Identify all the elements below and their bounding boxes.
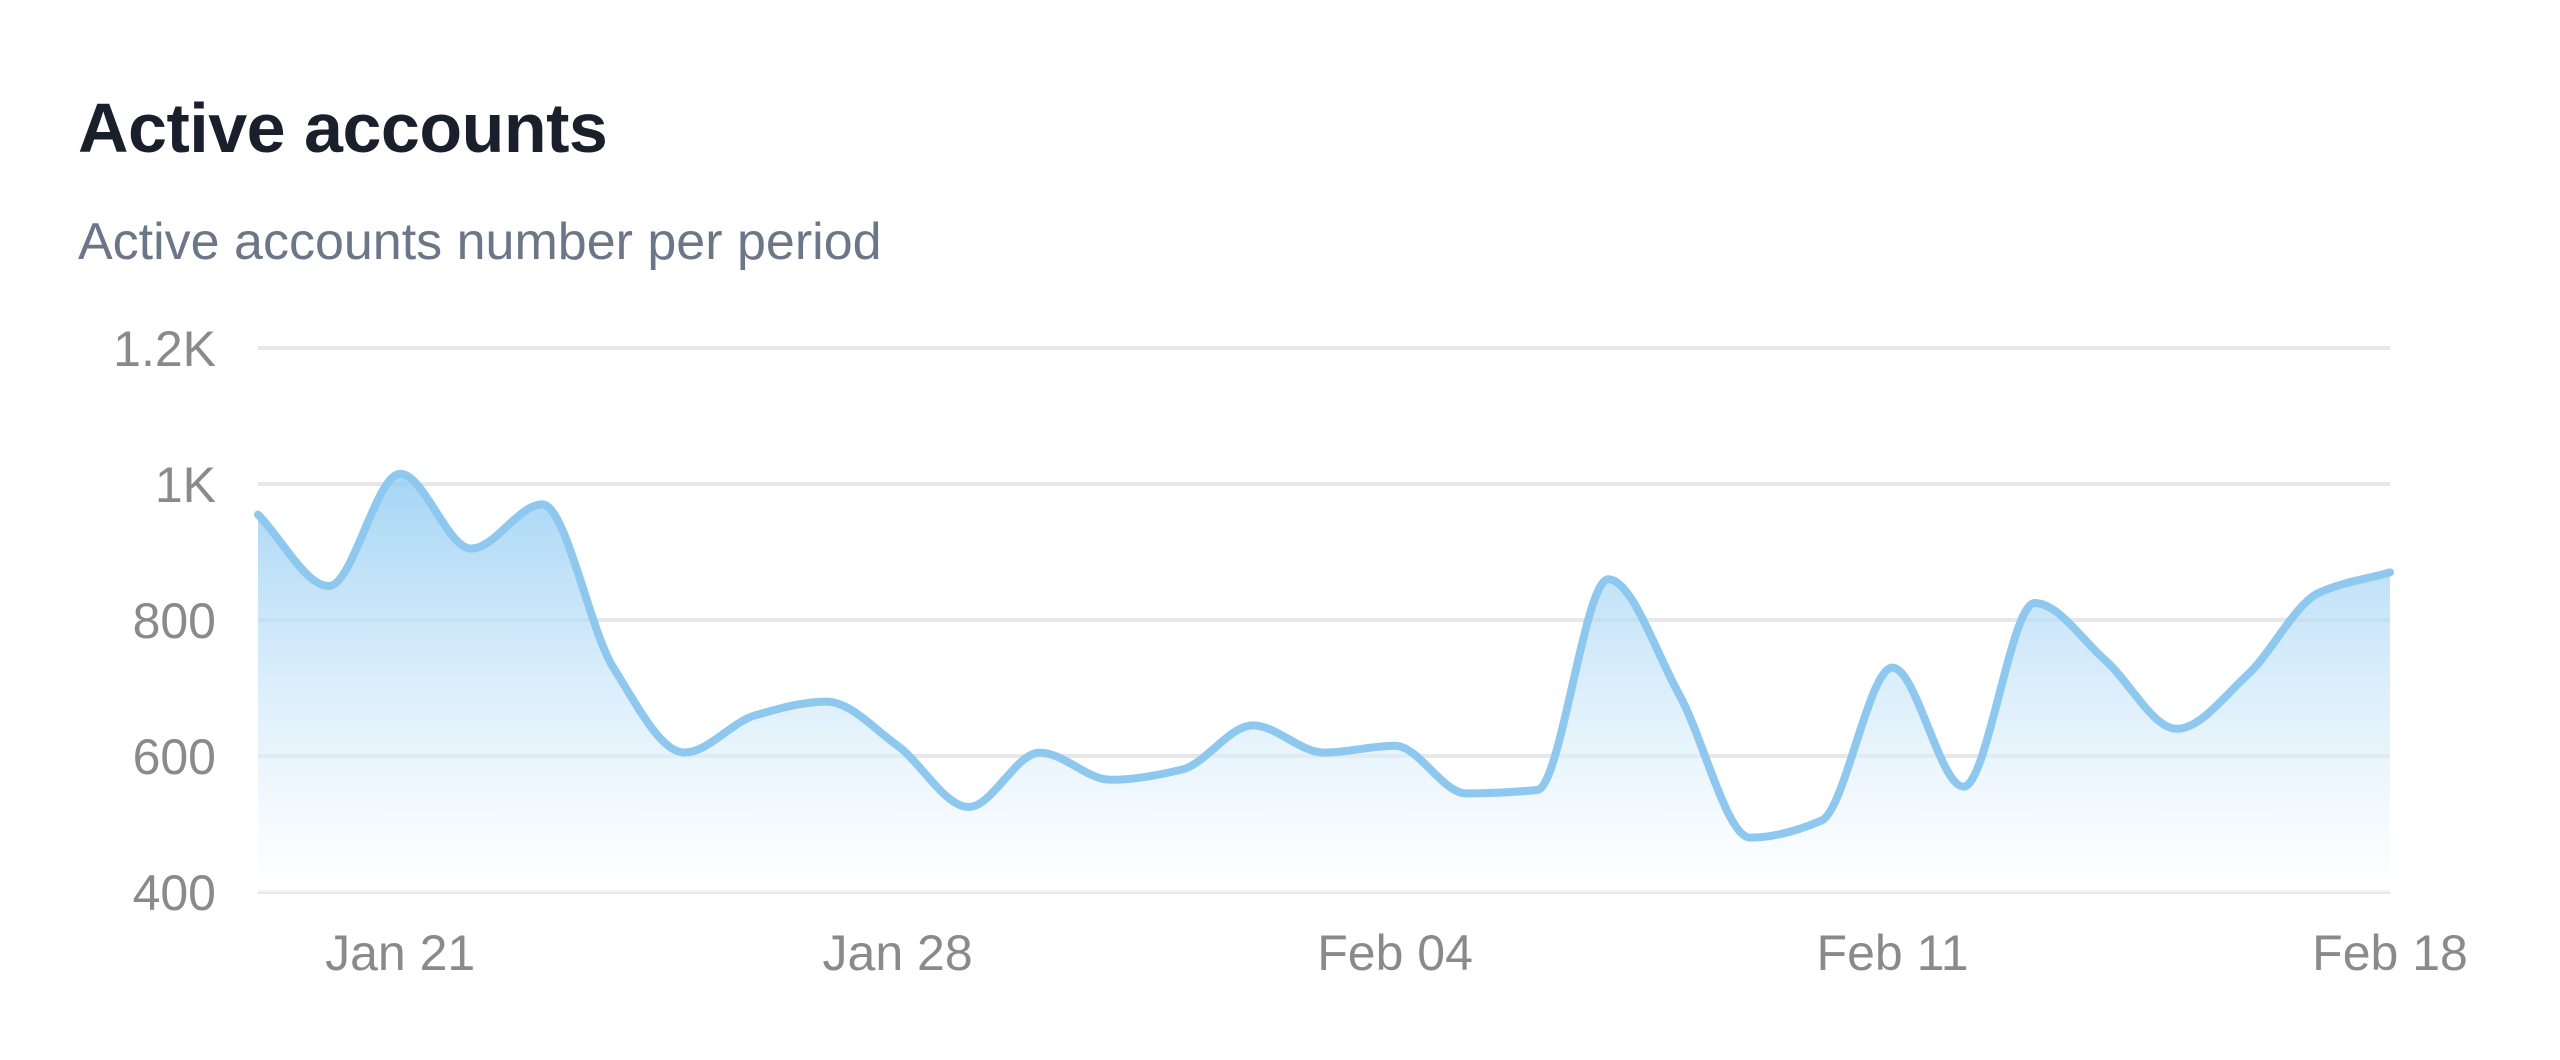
series-line (254, 469, 2394, 842)
x-tick-label: Feb 18 (2312, 925, 2468, 981)
x-tick-label: Feb 04 (1317, 925, 1473, 981)
chart-subtitle: Active accounts number per period (78, 213, 882, 271)
y-axis-ticks: 400 600 800 1K 1.2K (113, 321, 216, 921)
y-tick-label: 1.2K (113, 321, 216, 377)
x-tick-label: Feb 11 (1817, 925, 1969, 981)
x-tick-label: Jan 28 (823, 925, 973, 981)
x-tick-label: Jan 21 (325, 925, 475, 981)
y-tick-label: 600 (133, 729, 216, 785)
series-area-fill (258, 473, 2390, 892)
y-tick-label: 800 (133, 593, 216, 649)
chart-title: Active accounts (78, 89, 608, 167)
series-active-accounts (254, 469, 2394, 892)
y-tick-label: 1K (155, 457, 216, 513)
x-axis-ticks: Jan 21 Jan 28 Feb 04 Feb 11 Feb 18 (325, 925, 2468, 981)
y-tick-label: 400 (133, 865, 216, 921)
